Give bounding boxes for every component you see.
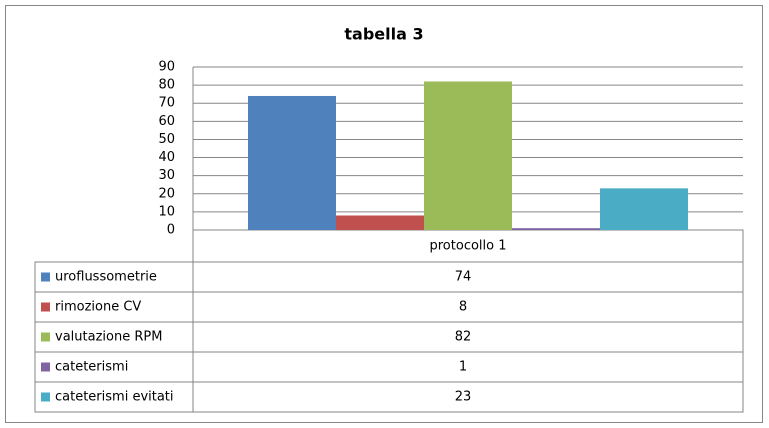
x-tick-label: protocollo 1	[430, 239, 507, 254]
table-value: 82	[455, 330, 472, 345]
chart-title: tabella 3	[344, 25, 423, 44]
y-tick-label: 20	[158, 186, 175, 201]
legend-key	[41, 362, 50, 372]
legend-label: cateterismi	[55, 360, 128, 375]
bar	[248, 95, 336, 230]
table-value: 1	[459, 360, 467, 375]
legend-key	[41, 302, 50, 312]
legend-label: uroflussometrie	[55, 270, 157, 285]
table-value: 8	[459, 300, 467, 315]
y-tick-label: 30	[158, 168, 175, 183]
legend-label: rimozione CV	[55, 300, 141, 315]
legend-key	[41, 392, 50, 402]
legend-key	[41, 272, 50, 282]
table-row	[34, 381, 744, 413]
legend-label: cateterismi evitati	[55, 390, 174, 405]
table-value: 74	[455, 270, 472, 285]
bar	[424, 81, 512, 230]
y-tick-label: 50	[158, 132, 175, 147]
y-tick-label: 0	[167, 223, 175, 238]
y-tick-label: 80	[158, 78, 175, 93]
legend-label: valutazione RPM	[55, 330, 162, 345]
y-tick-label: 70	[158, 96, 175, 111]
y-tick-label: 10	[158, 204, 175, 219]
y-tick-label: 90	[158, 60, 175, 75]
bar	[512, 228, 600, 230]
y-tick-label: 40	[158, 150, 175, 165]
legend-key	[41, 332, 50, 342]
bar	[600, 188, 688, 230]
bar	[336, 215, 424, 230]
y-tick-label: 60	[158, 114, 175, 129]
table-value: 23	[455, 390, 472, 405]
